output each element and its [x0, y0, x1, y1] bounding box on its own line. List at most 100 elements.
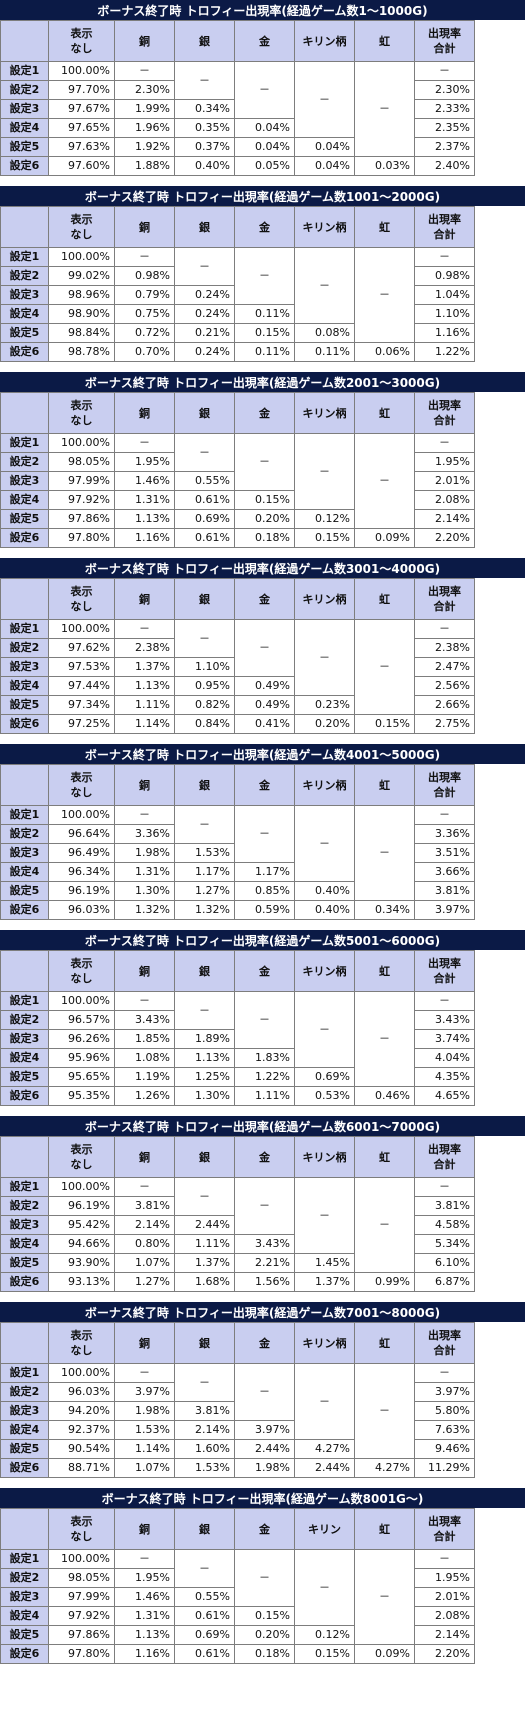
table-row: 設定6 98.78% 0.70% 0.24% 0.11% 0.11% 0.06% 1.22% [0, 342, 525, 362]
setting-label: 設定1 [0, 1363, 49, 1383]
cell-copper: 1.32% [114, 900, 175, 920]
col-header-total: 出現率 合計 [414, 578, 475, 620]
cell-silver-na: － [174, 61, 235, 100]
col-header-kirin: キリン柄 [294, 950, 355, 992]
cell-none: 97.65% [48, 118, 115, 138]
table-row: 設定5 90.54% 1.14% 1.60% 2.44% 4.27% 9.46% [0, 1439, 525, 1459]
cell-kirin: 2.44% [294, 1458, 355, 1478]
cell-copper: 1.31% [114, 490, 175, 510]
cell-none: 96.57% [48, 1010, 115, 1030]
col-header-gold: 金 [234, 1322, 295, 1364]
cell-kirin-na: － [294, 1177, 355, 1254]
cell-silver: 1.25% [174, 1067, 235, 1087]
cell-none: 96.26% [48, 1029, 115, 1049]
cell-copper: 1.98% [114, 843, 175, 863]
cell-total-na: － [414, 1177, 475, 1197]
cell-copper-na: － [114, 433, 175, 453]
table-row: 設定5 95.65% 1.19% 1.25% 1.22% 0.69% 4.35% [0, 1067, 525, 1087]
cell-rainbow-na: － [354, 619, 415, 715]
cell-none: 97.70% [48, 80, 115, 100]
col-header-label: 金 [259, 778, 270, 792]
cell-rainbow: 0.15% [354, 714, 415, 734]
cell-total-na: － [414, 247, 475, 267]
cell-none: 100.00% [48, 805, 115, 825]
cell-none: 98.96% [48, 285, 115, 305]
cell-copper: 0.79% [114, 285, 175, 305]
col-header-label: 出現率 合計 [428, 1329, 461, 1357]
setting-label: 設定1 [0, 619, 49, 639]
cell-silver: 1.11% [174, 1234, 235, 1254]
cell-gold: 0.41% [234, 714, 295, 734]
cell-total-na: － [414, 1363, 475, 1383]
cell-gold: 1.22% [234, 1067, 295, 1087]
cell-copper: 1.19% [114, 1067, 175, 1087]
col-header-gold: 金 [234, 1508, 295, 1550]
trophy-table-block: ボーナス終了時 トロフィー出現率(経過ゲーム数3001～4000G) 表示 なし 銅… [0, 558, 525, 734]
col-header-kirin: キリン柄 [294, 764, 355, 806]
cell-none: 95.96% [48, 1048, 115, 1068]
cell-total: 1.95% [414, 452, 475, 472]
col-header-label: 銅 [139, 964, 150, 978]
cell-total-na: － [414, 619, 475, 639]
setting-label: 設定2 [0, 80, 49, 100]
col-header-copper: 銅 [114, 950, 175, 992]
table-row: 設定6 97.80% 1.16% 0.61% 0.18% 0.15% 0.09% 2.20% [0, 528, 525, 548]
col-header-label: 銅 [139, 778, 150, 792]
col-header-label: 銀 [199, 1522, 210, 1536]
cell-gold-na: － [234, 61, 295, 119]
cell-gold: 0.85% [234, 881, 295, 901]
table-row: 設定1 100.00% －－－－－－ [0, 619, 525, 715]
table-row: 設定3 96.49% 1.98% 1.53% 3.51% [0, 843, 525, 863]
table-row: 設定4 95.96% 1.08% 1.13% 1.83% 4.04% [0, 1048, 525, 1068]
cell-total: 2.33% [414, 99, 475, 119]
cell-none: 97.25% [48, 714, 115, 734]
table-title: ボーナス終了時 トロフィー出現率(経過ゲーム数6001～7000G) [0, 1116, 525, 1136]
setting-label: 設定3 [0, 657, 49, 677]
cell-kirin: 0.69% [294, 1067, 355, 1087]
setting-label: 設定4 [0, 1420, 49, 1440]
col-header-label: 表示 なし [70, 585, 93, 613]
cell-none: 100.00% [48, 1363, 115, 1383]
cell-total: 3.36% [414, 824, 475, 844]
cell-copper: 1.92% [114, 137, 175, 157]
cell-none: 98.84% [48, 323, 115, 343]
cell-kirin: 0.08% [294, 323, 355, 343]
col-header-label: 金 [259, 592, 270, 606]
table-gap [0, 362, 525, 372]
cell-copper: 1.95% [114, 452, 175, 472]
setting-label: 設定6 [0, 1086, 49, 1106]
setting-label: 設定6 [0, 156, 49, 176]
setting-label: 設定4 [0, 676, 49, 696]
cell-copper-na: － [114, 247, 175, 267]
col-header-copper: 銅 [114, 578, 175, 620]
table-row: 設定5 98.84% 0.72% 0.21% 0.15% 0.08% 1.16% [0, 323, 525, 343]
setting-label: 設定2 [0, 266, 49, 286]
setting-label: 設定2 [0, 452, 49, 472]
setting-label: 設定6 [0, 342, 49, 362]
col-header-label: 虹 [379, 1336, 390, 1350]
cell-gold: 1.11% [234, 1086, 295, 1106]
col-header-rainbow: 虹 [354, 206, 415, 248]
cell-gold: 0.04% [234, 137, 295, 157]
cell-total: 2.37% [414, 137, 475, 157]
table-row: 設定1 100.00% －－－－－－ [0, 61, 525, 157]
col-header-silver: 銀 [174, 20, 235, 62]
cell-kirin-na: － [294, 1549, 355, 1626]
cell-none: 97.92% [48, 490, 115, 510]
setting-label: 設定5 [0, 881, 49, 901]
cell-silver: 1.30% [174, 1086, 235, 1106]
cell-gold: 0.20% [234, 509, 295, 529]
cell-total: 2.01% [414, 471, 475, 491]
cell-none: 98.78% [48, 342, 115, 362]
cell-none: 98.05% [48, 452, 115, 472]
setting-label: 設定5 [0, 1253, 49, 1273]
table-row: 設定1 100.00% －－－－－－ [0, 1177, 525, 1273]
col-header-label: 表示 なし [70, 213, 93, 241]
col-header-label: キリン柄 [302, 220, 347, 234]
table-title: ボーナス終了時 トロフィー出現率(経過ゲーム数2001～3000G) [0, 372, 525, 392]
cell-silver-na: － [174, 433, 235, 472]
cell-kirin-na: － [294, 619, 355, 696]
col-header-label: キリン柄 [302, 1336, 347, 1350]
cell-copper: 1.13% [114, 1625, 175, 1645]
col-header-none: 表示 なし [48, 764, 115, 806]
